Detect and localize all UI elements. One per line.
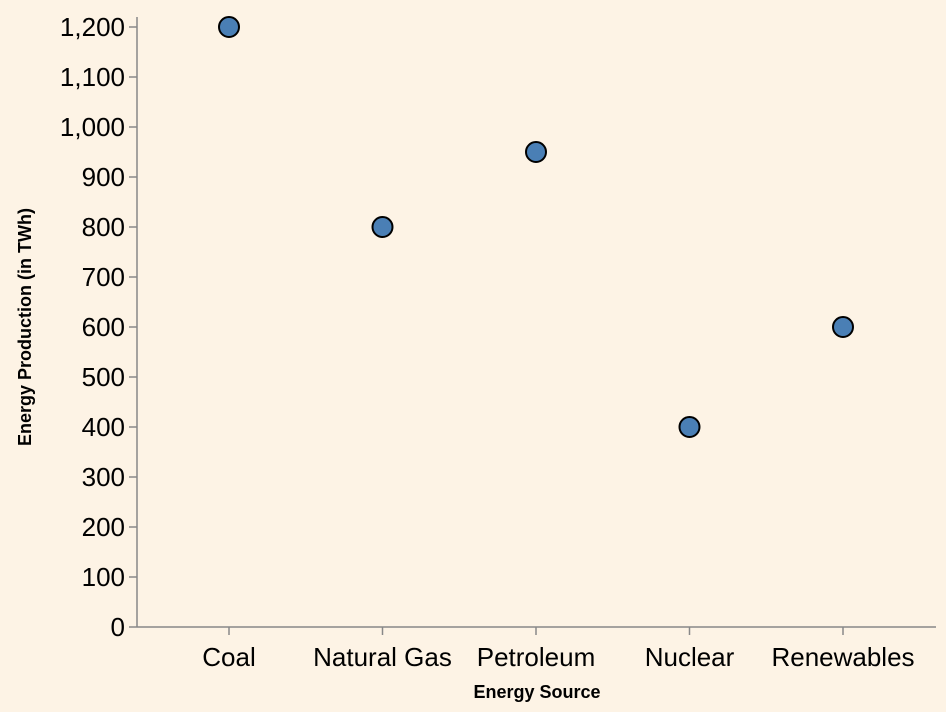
y-tick-label: 100 [82, 562, 125, 592]
data-points [218, 16, 854, 438]
x-tick-label: Renewables [771, 642, 914, 672]
x-tick-label: Nuclear [645, 642, 735, 672]
y-tick-label: 800 [82, 212, 125, 242]
y-tick-label: 700 [82, 262, 125, 292]
y-tick-label: 900 [82, 162, 125, 192]
x-axis-title: Energy Source [473, 682, 600, 702]
y-tick-label: 600 [82, 312, 125, 342]
x-tick-label: Coal [202, 642, 255, 672]
y-tick-label: 1,000 [60, 112, 125, 142]
y-tick-label: 200 [82, 512, 125, 542]
data-point [218, 16, 240, 38]
y-tick-label: 1,100 [60, 62, 125, 92]
y-tick-label: 400 [82, 412, 125, 442]
x-tick-label: Natural Gas [313, 642, 452, 672]
data-point [525, 141, 547, 163]
y-tick-label: 1,200 [60, 12, 125, 42]
x-axis: Coal Natural Gas Petroleum Nuclear Renewable… [137, 626, 936, 672]
y-tick-label: 500 [82, 362, 125, 392]
x-tick-label: Petroleum [477, 642, 596, 672]
data-point [371, 216, 394, 238]
y-tick-label: 0 [111, 612, 125, 642]
data-point [678, 416, 701, 438]
y-axis-title: Energy Production (in TWh) [15, 208, 35, 446]
y-axis: 0 100 200 300 400 500 600 700 800 900 1,000 1,100 1,… [60, 12, 138, 642]
y-tick-label: 300 [82, 462, 125, 492]
data-point [832, 316, 854, 338]
